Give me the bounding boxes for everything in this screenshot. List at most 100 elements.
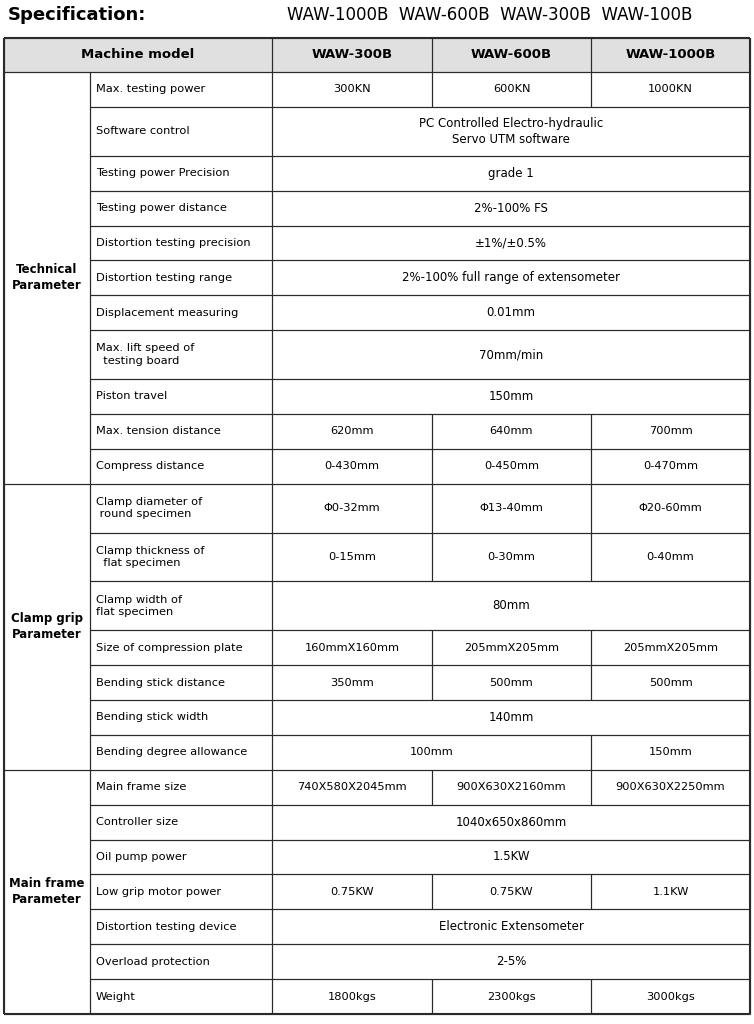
- Text: Piston travel: Piston travel: [96, 391, 167, 401]
- Bar: [272, 260, 750, 295]
- Bar: [272, 630, 432, 666]
- Text: 0.75KW: 0.75KW: [330, 887, 374, 897]
- Text: Max. testing power: Max. testing power: [96, 84, 205, 94]
- Text: Φ0-32mm: Φ0-32mm: [323, 503, 380, 513]
- Bar: [90, 874, 272, 909]
- Text: grade 1: grade 1: [488, 167, 534, 179]
- Text: Low grip motor power: Low grip motor power: [96, 887, 221, 897]
- Text: Technical
Parameter: Technical Parameter: [12, 263, 82, 292]
- Bar: [90, 805, 272, 840]
- Bar: [90, 260, 272, 295]
- Bar: [272, 666, 432, 700]
- Bar: [90, 532, 272, 582]
- Bar: [90, 666, 272, 700]
- Bar: [90, 295, 272, 330]
- Text: 3000kgs: 3000kgs: [646, 991, 695, 1001]
- Text: 160mmX160mm: 160mmX160mm: [305, 643, 400, 652]
- Text: 150mm: 150mm: [648, 748, 692, 758]
- Bar: [591, 532, 750, 582]
- Bar: [591, 770, 750, 805]
- Text: Compress distance: Compress distance: [96, 461, 204, 471]
- Bar: [272, 770, 432, 805]
- Bar: [4, 72, 90, 483]
- Bar: [432, 874, 591, 909]
- Bar: [272, 190, 750, 225]
- Bar: [591, 874, 750, 909]
- Text: Bending degree allowance: Bending degree allowance: [96, 748, 247, 758]
- Bar: [90, 225, 272, 260]
- Text: Max. tension distance: Max. tension distance: [96, 426, 221, 436]
- Text: Weight: Weight: [96, 991, 136, 1001]
- Bar: [432, 532, 591, 582]
- Text: 0-15mm: 0-15mm: [328, 552, 376, 562]
- Text: 350mm: 350mm: [330, 678, 374, 687]
- Text: 1.5KW: 1.5KW: [492, 851, 530, 863]
- Bar: [90, 770, 272, 805]
- Text: 640mm: 640mm: [490, 426, 533, 436]
- Text: 900X630X2160mm: 900X630X2160mm: [457, 782, 566, 793]
- Text: 2%-100% full range of extensometer: 2%-100% full range of extensometer: [402, 271, 620, 285]
- Bar: [272, 414, 432, 449]
- Text: Max. lift speed of
  testing board: Max. lift speed of testing board: [96, 343, 195, 366]
- Bar: [90, 156, 272, 190]
- Bar: [591, 630, 750, 666]
- Bar: [591, 449, 750, 483]
- Bar: [90, 944, 272, 979]
- Bar: [272, 295, 750, 330]
- Text: 140mm: 140mm: [489, 711, 534, 724]
- Bar: [272, 805, 750, 840]
- Bar: [90, 735, 272, 770]
- Text: Φ13-40mm: Φ13-40mm: [480, 503, 544, 513]
- Bar: [272, 979, 432, 1014]
- Bar: [90, 190, 272, 225]
- Text: Overload protection: Overload protection: [96, 956, 210, 967]
- Bar: [591, 72, 750, 106]
- Text: Φ20-60mm: Φ20-60mm: [639, 503, 703, 513]
- Text: 2300kgs: 2300kgs: [487, 991, 536, 1001]
- Text: Clamp thickness of
  flat specimen: Clamp thickness of flat specimen: [96, 546, 204, 568]
- Text: 80mm: 80mm: [492, 599, 530, 612]
- Bar: [591, 979, 750, 1014]
- Bar: [90, 414, 272, 449]
- Text: 2%-100% FS: 2%-100% FS: [474, 202, 548, 215]
- Bar: [90, 840, 272, 874]
- Text: Displacement measuring: Displacement measuring: [96, 308, 238, 317]
- Bar: [591, 735, 750, 770]
- Text: 700mm: 700mm: [648, 426, 692, 436]
- Text: 1040x650x860mm: 1040x650x860mm: [455, 815, 566, 828]
- Text: 150mm: 150mm: [489, 390, 534, 403]
- Text: Main frame size: Main frame size: [96, 782, 186, 793]
- Bar: [272, 582, 750, 630]
- Bar: [432, 72, 591, 106]
- Text: 1.1KW: 1.1KW: [652, 887, 688, 897]
- Text: Clamp grip
Parameter: Clamp grip Parameter: [11, 612, 83, 641]
- Bar: [432, 979, 591, 1014]
- Text: 900X630X2250mm: 900X630X2250mm: [616, 782, 725, 793]
- Bar: [591, 483, 750, 532]
- Bar: [272, 106, 750, 156]
- Text: 0-430mm: 0-430mm: [324, 461, 379, 471]
- Bar: [272, 330, 750, 379]
- Bar: [432, 770, 591, 805]
- Text: Size of compression plate: Size of compression plate: [96, 643, 243, 652]
- Bar: [90, 979, 272, 1014]
- Text: 100mm: 100mm: [409, 748, 453, 758]
- Bar: [272, 840, 750, 874]
- Bar: [272, 379, 750, 414]
- Text: Distortion testing precision: Distortion testing precision: [96, 238, 250, 248]
- Bar: [90, 582, 272, 630]
- Text: PC Controlled Electro-hydraulic
Servo UTM software: PC Controlled Electro-hydraulic Servo UT…: [419, 117, 603, 145]
- Bar: [272, 156, 750, 190]
- Text: Controller size: Controller size: [96, 817, 178, 827]
- Text: 0-40mm: 0-40mm: [647, 552, 694, 562]
- Text: 205mmX205mm: 205mmX205mm: [623, 643, 718, 652]
- Bar: [272, 483, 432, 532]
- Text: WAW-300B: WAW-300B: [311, 48, 393, 61]
- Text: WAW-1000B: WAW-1000B: [625, 48, 716, 61]
- Text: 0.01mm: 0.01mm: [486, 306, 535, 319]
- Text: 0-450mm: 0-450mm: [484, 461, 539, 471]
- Bar: [90, 909, 272, 944]
- Bar: [90, 72, 272, 106]
- Bar: [272, 944, 750, 979]
- Text: Oil pump power: Oil pump power: [96, 852, 187, 862]
